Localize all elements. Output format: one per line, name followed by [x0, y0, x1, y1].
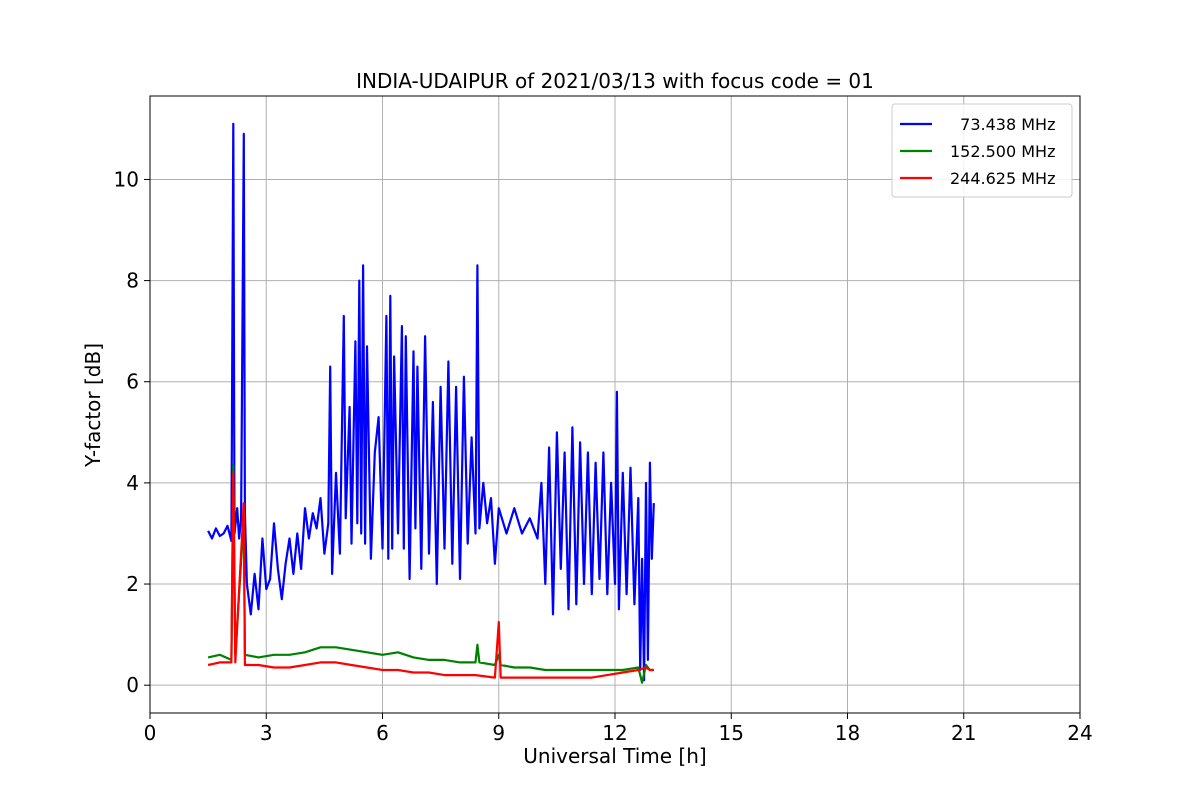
legend-box — [891, 103, 1073, 198]
x-tick-label: 12 — [602, 721, 627, 745]
series-layer — [207, 122, 655, 684]
y-tick-label: 4 — [126, 471, 139, 495]
x-axis-label: Universal Time [h] — [523, 744, 706, 768]
chart-title: INDIA-UDAIPUR of 2021/03/13 with focus c… — [356, 69, 874, 93]
x-tick-label: 15 — [719, 721, 744, 745]
series-line-3 — [207, 471, 654, 679]
y-tick-label: 8 — [126, 269, 139, 293]
x-tick-label: 3 — [260, 721, 273, 745]
x-tick-label: 21 — [951, 721, 976, 745]
y-tick-label: 10 — [114, 167, 139, 191]
x-tick-label: 18 — [835, 721, 860, 745]
legend: 73.438 MHz 152.500 MHz 244.625 MHz — [891, 103, 1073, 198]
x-tick-label: 9 — [492, 721, 505, 745]
legend-label: 73.438 MHz — [950, 115, 1055, 134]
series-line-1 — [207, 122, 655, 682]
legend-label: 244.625 MHz — [950, 169, 1055, 188]
y-tick-label: 0 — [126, 673, 139, 697]
y-tick-label: 2 — [126, 572, 139, 596]
y-axis-label: Y-factor [dB] — [81, 343, 105, 468]
series-line-2 — [207, 464, 654, 684]
legend-label: 152.500 MHz — [950, 142, 1055, 161]
y-tick-label: 6 — [126, 370, 139, 394]
x-tick-label: 0 — [144, 721, 157, 745]
x-tick-label: 24 — [1067, 721, 1092, 745]
x-tick-label: 6 — [376, 721, 389, 745]
